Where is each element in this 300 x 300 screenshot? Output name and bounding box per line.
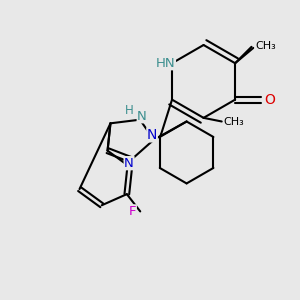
Text: N: N: [124, 157, 134, 170]
Text: HN: HN: [156, 57, 176, 70]
Text: F: F: [129, 205, 136, 218]
Text: CH₃: CH₃: [255, 41, 276, 51]
Text: N: N: [147, 128, 157, 142]
Text: H: H: [125, 104, 134, 117]
Text: O: O: [265, 93, 275, 106]
Text: N: N: [137, 110, 147, 123]
Text: CH₃: CH₃: [224, 116, 244, 127]
